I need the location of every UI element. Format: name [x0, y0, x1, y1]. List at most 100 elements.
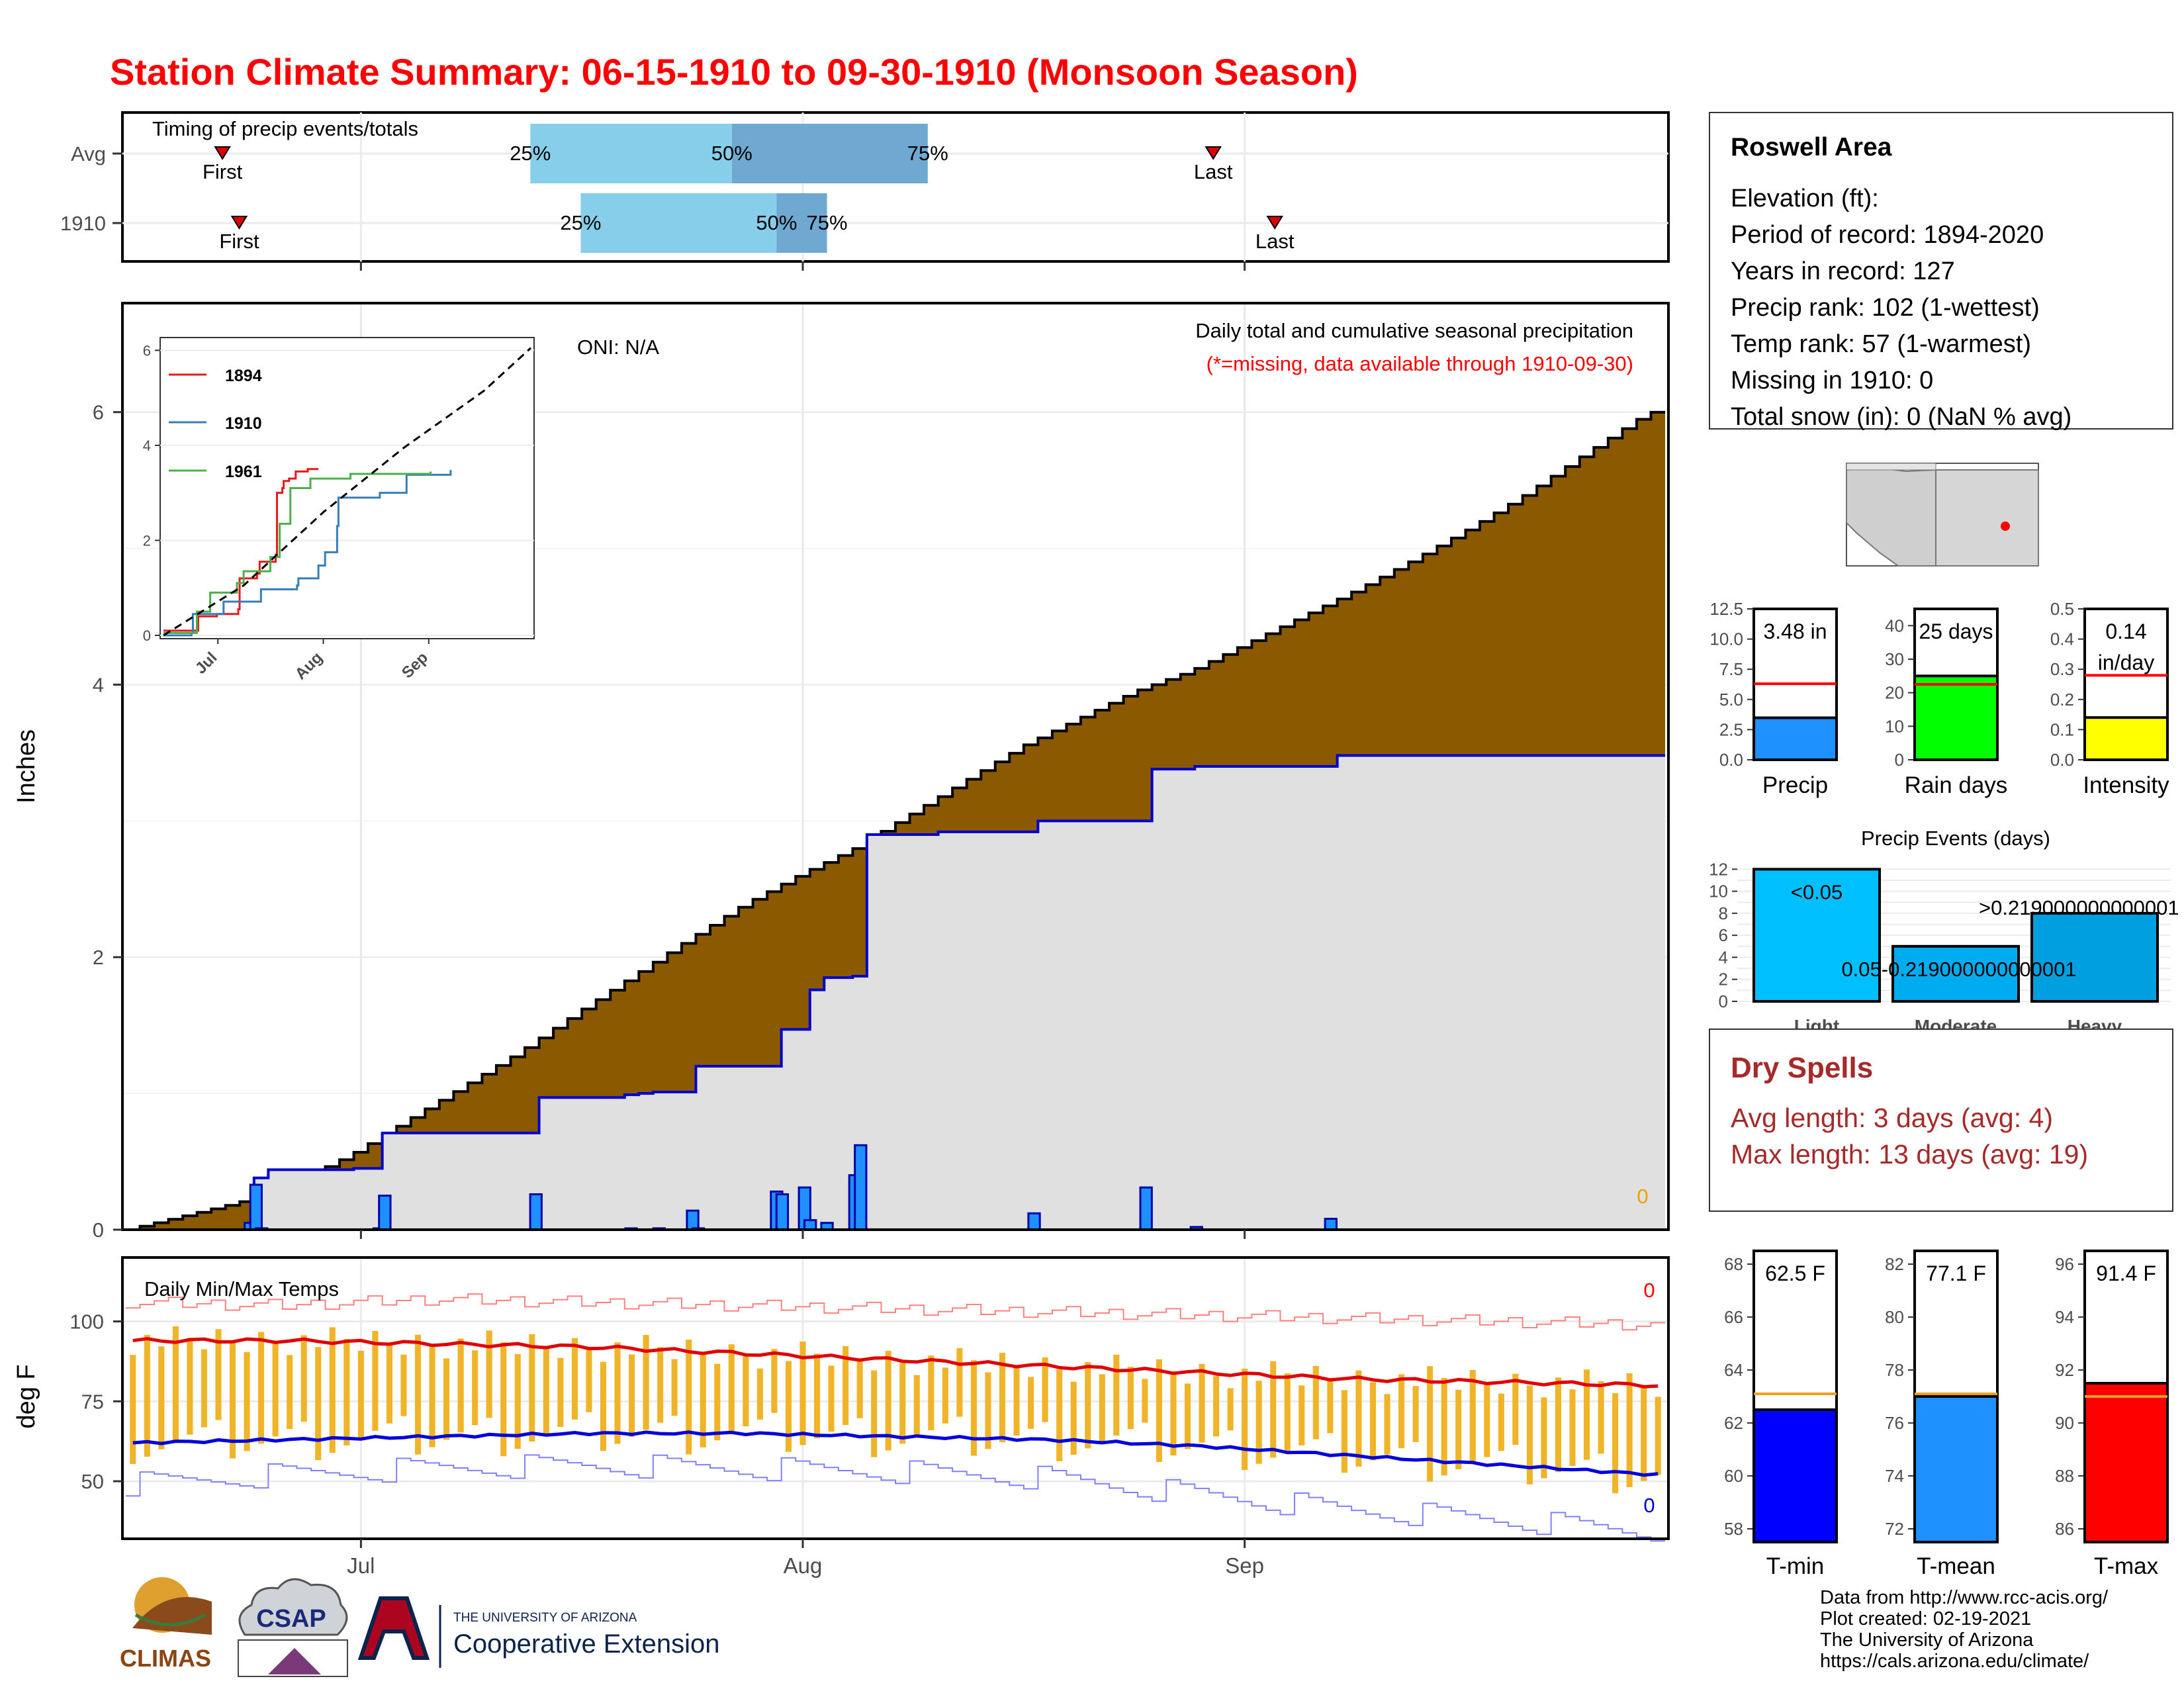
- daily-precip-bar: [854, 1144, 868, 1231]
- daily-temp-bar: [272, 1343, 279, 1437]
- climas-logo-mark: [132, 1597, 212, 1635]
- csap-mountain: [268, 1648, 321, 1674]
- daily-temp-bar: [985, 1372, 991, 1449]
- events-bar-text-moderate: 0.05-0.219000000000001: [1841, 958, 2076, 981]
- precip-events-title: Precip Events (days): [1861, 827, 2050, 850]
- events-bar-text-heavy: >0.219000000000001: [1979, 896, 2179, 919]
- ua-logo-big-text: Cooperative Extension: [453, 1629, 719, 1659]
- daily-temp-bar: [871, 1370, 878, 1457]
- footer-line-url: https://cals.arizona.edu/climate/: [1820, 1651, 2089, 1672]
- daily-temp-bar: [728, 1344, 735, 1434]
- daily-precip-bar: [249, 1183, 263, 1231]
- temp-summary-value-bar: [2083, 1382, 2169, 1543]
- events-y-tick-label: 4: [1719, 947, 1728, 967]
- daily-temp-bar: [386, 1342, 392, 1424]
- inset-legend-label-1961: 1961: [225, 463, 262, 481]
- page-title: Station Climate Summary: 06-15-1910 to 0…: [110, 51, 1358, 93]
- map-new-mexico: [1935, 469, 2039, 567]
- temp-summary-y-tick-label: 92: [2055, 1360, 2074, 1380]
- daily-temp-bar: [201, 1349, 207, 1428]
- daily-temp-bar: [300, 1335, 307, 1422]
- oni-label: ONI: N/A: [577, 336, 659, 359]
- daily-temp-bar: [1569, 1389, 1576, 1466]
- summary-y-tick-label: 0.3: [2050, 659, 2074, 679]
- ua-logo-small-text: THE UNIVERSITY OF ARIZONA: [453, 1611, 637, 1625]
- temp-summary-value-bar: [1913, 1395, 1999, 1543]
- daily-temp-bar: [1455, 1389, 1462, 1470]
- record-max-line: [126, 1293, 1665, 1331]
- dry-spells-avg: Avg length: 3 days (avg: 4): [1731, 1103, 2053, 1133]
- daily-temp-bar: [1227, 1388, 1234, 1431]
- timing-first-label: First: [219, 230, 259, 253]
- daily-precip-bar: [1139, 1186, 1153, 1231]
- daily-temp-bar: [999, 1352, 1006, 1443]
- timing-p25-label: 25%: [560, 211, 601, 234]
- daily-temp-bar: [1184, 1383, 1191, 1449]
- daily-temp-bar: [1270, 1361, 1277, 1458]
- summary-y-tick-label: 0: [1895, 750, 1904, 770]
- summary-y-tick-label: 7.5: [1719, 659, 1743, 679]
- dry-spells-frame: [1709, 1028, 2173, 1212]
- daily-temp-bar: [614, 1342, 621, 1444]
- daily-temp-bar: [1641, 1385, 1647, 1481]
- daily-temp-bar: [1341, 1390, 1347, 1473]
- temp-summary-value-label: 91.4 F: [2096, 1261, 2156, 1285]
- temp-summary-y-tick-label: 96: [2055, 1254, 2074, 1274]
- daily-temp-bar: [1099, 1374, 1105, 1442]
- daily-temp-bar: [1199, 1363, 1205, 1443]
- summary-y-tick-label: 0.4: [2050, 629, 2074, 649]
- temp-summary-y-tick-label: 86: [2055, 1519, 2074, 1539]
- daily-temp-bar: [1526, 1385, 1533, 1485]
- events-y-tick-label: 12: [1709, 859, 1728, 879]
- temp-summary-y-tick-label: 74: [1885, 1466, 1904, 1486]
- daily-temp-bar: [258, 1332, 265, 1444]
- events-y-tick-label: 10: [1709, 882, 1728, 901]
- station-info-line: Elevation (ft):: [1731, 185, 1879, 212]
- timing-row-avg-label: Avg: [71, 142, 106, 165]
- temp-summary-label: T-mean: [1917, 1553, 1995, 1579]
- temp-y-tick-label: 50: [81, 1470, 104, 1493]
- summary-value-label: 0.14: [2105, 619, 2146, 643]
- location-map: [1846, 463, 2039, 567]
- map-station-marker: [2001, 522, 2010, 531]
- record-min-line: [126, 1454, 1665, 1542]
- daily-temp-bar: [771, 1349, 778, 1413]
- summary-value-bar: [1752, 716, 1838, 761]
- daily-temp-bar: [1284, 1373, 1291, 1452]
- events-y-tick-label: 2: [1719, 970, 1728, 989]
- daily-temp-bar: [1070, 1381, 1077, 1455]
- daily-temp-bar: [329, 1327, 336, 1453]
- summary-value-bar: [2083, 716, 2169, 762]
- daily-temp-bar: [970, 1360, 977, 1456]
- summary-y-tick-label: 20: [1885, 683, 1904, 703]
- daily-temp-bar: [1170, 1371, 1177, 1456]
- csap-cloud: [238, 1578, 348, 1636]
- daily-temp-bar: [215, 1329, 222, 1420]
- timing-last-label: Last: [1255, 230, 1295, 253]
- daily-temp-bar: [743, 1356, 749, 1427]
- daily-temp-bar: [828, 1365, 835, 1432]
- temp-min-missing: 0: [1643, 1494, 1655, 1517]
- events-bar: [1891, 944, 2020, 1003]
- temp-summary-y-tick-label: 72: [1885, 1519, 1904, 1539]
- inset-y-tick-label: 2: [143, 532, 151, 549]
- daily-temp-bar: [414, 1334, 422, 1455]
- summary-y-tick-label: 5.0: [1719, 690, 1743, 709]
- timing-panel: 25% 50% 75% First Last 25% 50% 75% First Last Tim…: [60, 111, 1670, 271]
- daily-temp-bar: [1369, 1382, 1377, 1461]
- daily-temp-bar: [486, 1330, 492, 1418]
- daily-temp-bar: [1028, 1377, 1034, 1429]
- daily-temp-bar: [1384, 1394, 1390, 1455]
- daily-temp-bar: [571, 1338, 578, 1420]
- precip-legend-title: Daily total and cumulative seasonal prec…: [1195, 319, 1633, 342]
- daily-temp-bar: [1127, 1367, 1134, 1430]
- daily-temp-bar: [443, 1358, 450, 1440]
- summary-y-tick-label: 2.5: [1719, 719, 1743, 739]
- daily-temp-bar: [1056, 1369, 1063, 1461]
- daily-temp-bar: [514, 1353, 521, 1449]
- daily-temp-bar: [586, 1349, 592, 1412]
- daily-temp-bar: [158, 1346, 165, 1449]
- temp-x-tick-label: Sep: [1225, 1553, 1264, 1578]
